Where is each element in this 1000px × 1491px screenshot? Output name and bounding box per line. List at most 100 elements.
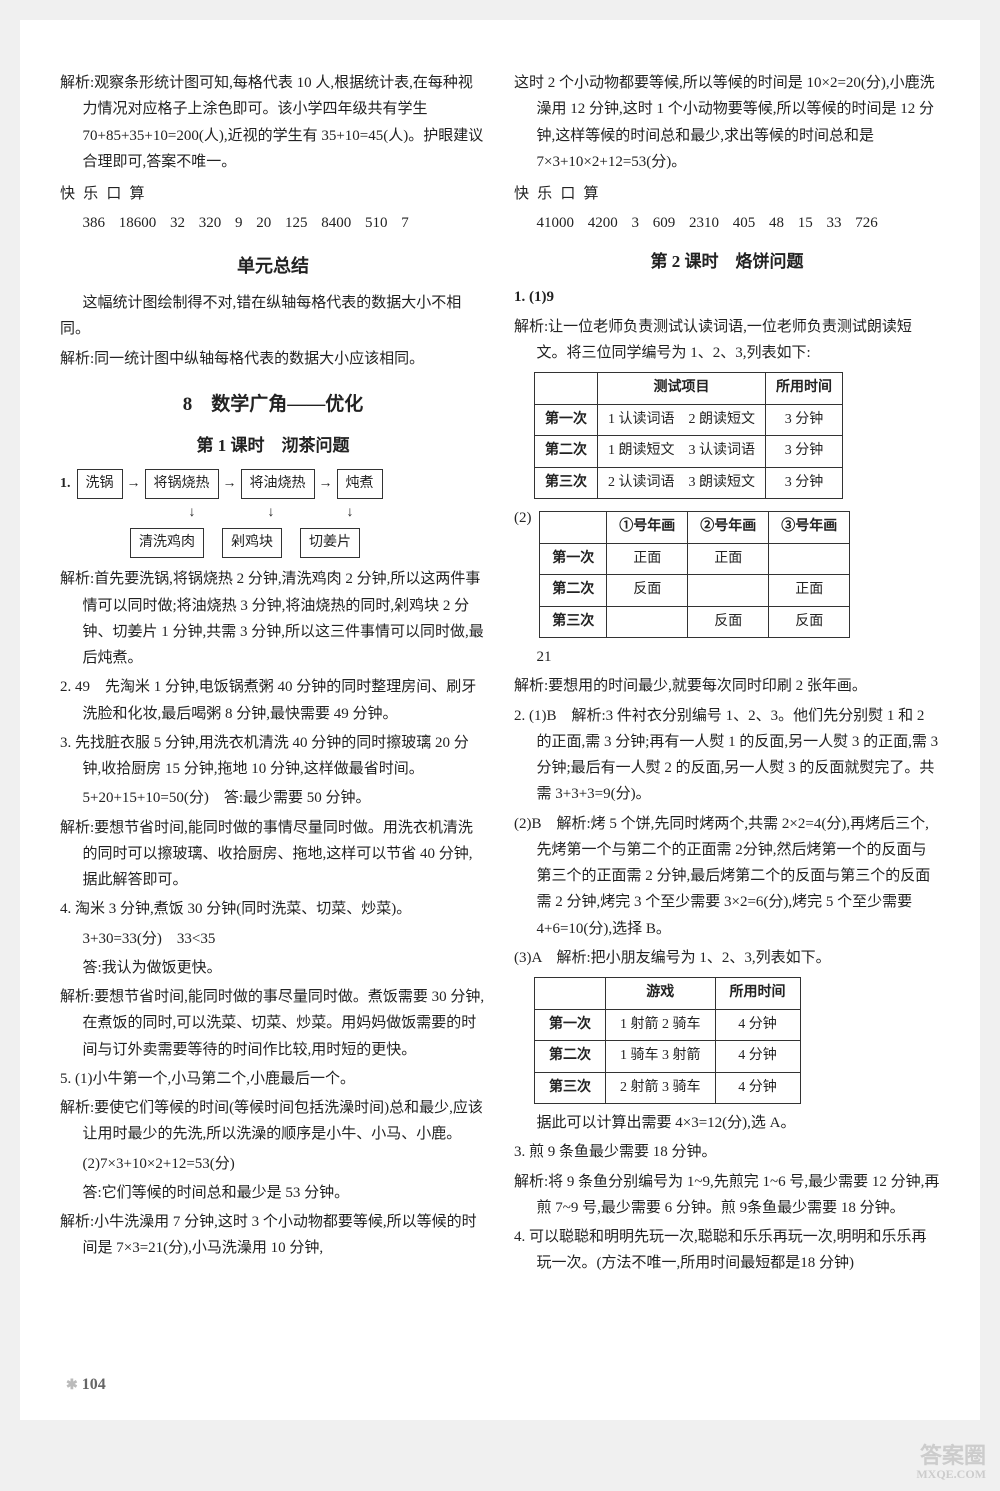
lesson-2-title: 第 2 课时 烙饼问题 bbox=[514, 247, 940, 277]
table-cell: 3 分钟 bbox=[766, 467, 843, 499]
table-cell: 1 认读词语 2 朗读短文 bbox=[598, 404, 766, 436]
q3-text-b: 5+20+15+10=50(分) 答:最少需要 50 分钟。 bbox=[60, 785, 486, 811]
watermark-line1: 答案圈 bbox=[920, 1443, 986, 1468]
table-row: 第二次 1 朗读短文 3 认读词语 3 分钟 bbox=[535, 436, 843, 468]
q4-text: 4. 可以聪聪和明明先玩一次,聪聪和乐乐再玩一次,明明和乐乐再玩一次。(方法不唯… bbox=[514, 1224, 940, 1277]
arrow-right-icon: → bbox=[319, 472, 333, 497]
table-cell: 第一次 bbox=[540, 543, 607, 575]
table-header bbox=[535, 373, 598, 405]
flow-box: 洗锅 bbox=[77, 469, 123, 500]
table-cell: 1 射箭 2 骑车 bbox=[606, 1009, 716, 1041]
arrow-down-icon: ↓ bbox=[228, 501, 314, 526]
unit-summary-analysis: 解析:同一统计图中纵轴每格代表的数据大小应该相同。 bbox=[60, 346, 486, 372]
table-cell: 第二次 bbox=[540, 575, 607, 607]
flow-box: 清洗鸡肉 bbox=[130, 528, 204, 559]
q2-part2: (2)B 解析:烤 5 个饼,先同时烤两个,共需 2×2=4(分),再烤后三个,… bbox=[514, 811, 940, 942]
page: 解析:观察条形统计图可知,每格代表 10 人,根据统计表,在每种视力情况对应格子… bbox=[20, 20, 980, 1420]
q5-part1: 5. (1)小牛第一个,小马第二个,小鹿最后一个。 bbox=[60, 1066, 486, 1092]
mental-math-label: 快 乐 口 算 bbox=[60, 181, 486, 207]
q2-text: 2. 49 先淘米 1 分钟,电饭锅煮粥 40 分钟的同时整理房间、刷牙洗脸和化… bbox=[60, 674, 486, 727]
left-column: 解析:观察条形统计图可知,每格代表 10 人,根据统计表,在每种视力情况对应格子… bbox=[60, 70, 486, 1280]
table-header: 所用时间 bbox=[715, 978, 800, 1010]
q1-flowchart: 1. 洗锅 → 将锅烧热 → 将油烧热 → 炖煮 ↓ ↓ ↓ 清洗鸡肉 bbox=[60, 469, 486, 559]
watermark: 答案圈 MXQE.COM bbox=[916, 1444, 986, 1481]
q5-analysis2: 解析:小牛洗澡用 7 分钟,这时 3 个小动物都要等候,所以等候的时间是 7×3… bbox=[60, 1209, 486, 1262]
unit-summary-title: 单元总结 bbox=[60, 251, 486, 283]
q3-analysis: 解析:将 9 条鱼分别编号为 1~9,先煎完 1~6 号,最少需要 12 分钟,… bbox=[514, 1169, 940, 1222]
table-header: ③号年画 bbox=[769, 512, 850, 544]
table-cell: 1 朗读短文 3 认读词语 bbox=[598, 436, 766, 468]
flow-row-1: 1. 洗锅 → 将锅烧热 → 将油烧热 → 炖煮 bbox=[60, 469, 486, 500]
flow-box: 将油烧热 bbox=[241, 469, 315, 500]
continuation-text: 这时 2 个小动物都要等候,所以等候的时间是 10×2=20(分),小鹿洗澡用 … bbox=[514, 70, 940, 175]
q1-part2-answer: 21 bbox=[514, 644, 940, 670]
flow-box: 剁鸡块 bbox=[222, 528, 282, 559]
q1-part1: 1. (1)9 bbox=[514, 284, 940, 310]
analysis-text: 解析:观察条形统计图可知,每格代表 10 人,根据统计表,在每种视力情况对应格子… bbox=[60, 70, 486, 175]
table-row: 第二次 反面 正面 bbox=[540, 575, 850, 607]
table-header: ②号年画 bbox=[688, 512, 769, 544]
q3-text-a: 3. 先找脏衣服 5 分钟,用洗衣机清洗 40 分钟的同时擦玻璃 20 分钟,收… bbox=[60, 730, 486, 783]
table-cell: 4 分钟 bbox=[715, 1009, 800, 1041]
unit-summary-p1: 这幅统计图绘制得不对,错在纵轴每格代表的数据大小不相同。 bbox=[60, 290, 486, 343]
table-cell: 第三次 bbox=[535, 1072, 606, 1104]
flow-box: 切姜片 bbox=[300, 528, 360, 559]
table-header: ①号年画 bbox=[607, 512, 688, 544]
q4-text-a: 4. 淘米 3 分钟,煮饭 30 分钟(同时洗菜、切菜、炒菜)。 bbox=[60, 896, 486, 922]
two-column-layout: 解析:观察条形统计图可知,每格代表 10 人,根据统计表,在每种视力情况对应格子… bbox=[60, 70, 940, 1280]
q3-text: 3. 煎 9 条鱼最少需要 18 分钟。 bbox=[514, 1139, 940, 1165]
table-row: 第二次 1 骑车 3 射箭 4 分钟 bbox=[535, 1041, 801, 1073]
table-cell: 3 分钟 bbox=[766, 404, 843, 436]
table-cell: 正面 bbox=[688, 543, 769, 575]
page-number: 104 bbox=[66, 1376, 106, 1394]
table-row: 第三次 2 认读词语 3 朗读短文 3 分钟 bbox=[535, 467, 843, 499]
table-cell: 反面 bbox=[769, 606, 850, 638]
flow-box: 炖煮 bbox=[337, 469, 383, 500]
table-header: 游戏 bbox=[606, 978, 716, 1010]
mental-math-values: 41000 4200 3 609 2310 405 48 15 33 726 bbox=[514, 210, 940, 236]
arrow-right-icon: → bbox=[223, 472, 237, 497]
table-header bbox=[535, 978, 606, 1010]
right-column: 这时 2 个小动物都要等候,所以等候的时间是 10×2=20(分),小鹿洗澡用 … bbox=[514, 70, 940, 1280]
table-header-row: 游戏 所用时间 bbox=[535, 978, 801, 1010]
table-cell: 2 认读词语 3 朗读短文 bbox=[598, 467, 766, 499]
q1-label: 1. bbox=[60, 472, 71, 497]
q2-part1: 2. (1)B 解析:3 件衬衣分别编号 1、2、3。他们先分别熨 1 和 2 … bbox=[514, 703, 940, 808]
flow-box: 将锅烧热 bbox=[145, 469, 219, 500]
q3-analysis: 解析:要想节省时间,能同时做的事情尽量同时做。用洗衣机清洗的同时可以擦玻璃、收拾… bbox=[60, 815, 486, 894]
table-header: 所用时间 bbox=[766, 373, 843, 405]
flow-down-arrows: ↓ ↓ ↓ bbox=[60, 501, 486, 526]
q1-part2-label: (2) bbox=[514, 505, 532, 531]
table-cell: 反面 bbox=[688, 606, 769, 638]
game-schedule-table: 游戏 所用时间 第一次 1 射箭 2 骑车 4 分钟 第二次 1 骑车 3 射箭… bbox=[534, 977, 801, 1104]
table-cell: 4 分钟 bbox=[715, 1072, 800, 1104]
table-cell bbox=[688, 575, 769, 607]
table-cell bbox=[769, 543, 850, 575]
table-row: 第三次 2 射箭 3 骑车 4 分钟 bbox=[535, 1072, 801, 1104]
chapter-8-title: 8 数学广角——优化 bbox=[60, 388, 486, 421]
q5-analysis1: 解析:要使它们等候的时间(等候时间包括洗澡时间)总和最少,应该让用时最少的先洗,… bbox=[60, 1095, 486, 1148]
year-painting-table: ①号年画 ②号年画 ③号年画 第一次 正面 正面 第二次 反面 正面 bbox=[539, 511, 850, 638]
q4-analysis: 解析:要想节省时间,能同时做的事尽量同时做。煮饭需要 30 分钟,在煮饭的同时,… bbox=[60, 984, 486, 1063]
arrow-down-icon: ↓ bbox=[156, 501, 228, 526]
mental-math-values: 386 18600 32 320 9 20 125 8400 510 7 bbox=[60, 210, 486, 236]
q4-text-b: 3+30=33(分) 33<35 bbox=[60, 926, 486, 952]
mental-math-label: 快 乐 口 算 bbox=[514, 181, 940, 207]
q2-conclusion: 据此可以计算出需要 4×3=12(分),选 A。 bbox=[514, 1110, 940, 1136]
q2-part3: (3)A 解析:把小朋友编号为 1、2、3,列表如下。 bbox=[514, 945, 940, 971]
table-cell: 第二次 bbox=[535, 1041, 606, 1073]
table-header-row: 测试项目 所用时间 bbox=[535, 373, 843, 405]
q5-part2-calc: (2)7×3+10×2+12=53(分) bbox=[60, 1151, 486, 1177]
watermark-line2: MXQE.COM bbox=[916, 1468, 986, 1481]
table-header: 测试项目 bbox=[598, 373, 766, 405]
table-cell: 第一次 bbox=[535, 1009, 606, 1041]
table-cell: 3 分钟 bbox=[766, 436, 843, 468]
table-cell: 4 分钟 bbox=[715, 1041, 800, 1073]
test-schedule-table: 测试项目 所用时间 第一次 1 认读词语 2 朗读短文 3 分钟 第二次 1 朗… bbox=[534, 372, 843, 499]
table-cell: 第三次 bbox=[540, 606, 607, 638]
table-cell: 1 骑车 3 射箭 bbox=[606, 1041, 716, 1073]
table-header-row: ①号年画 ②号年画 ③号年画 bbox=[540, 512, 850, 544]
table-cell: 2 射箭 3 骑车 bbox=[606, 1072, 716, 1104]
table-cell bbox=[607, 606, 688, 638]
table-row: 第一次 正面 正面 bbox=[540, 543, 850, 575]
